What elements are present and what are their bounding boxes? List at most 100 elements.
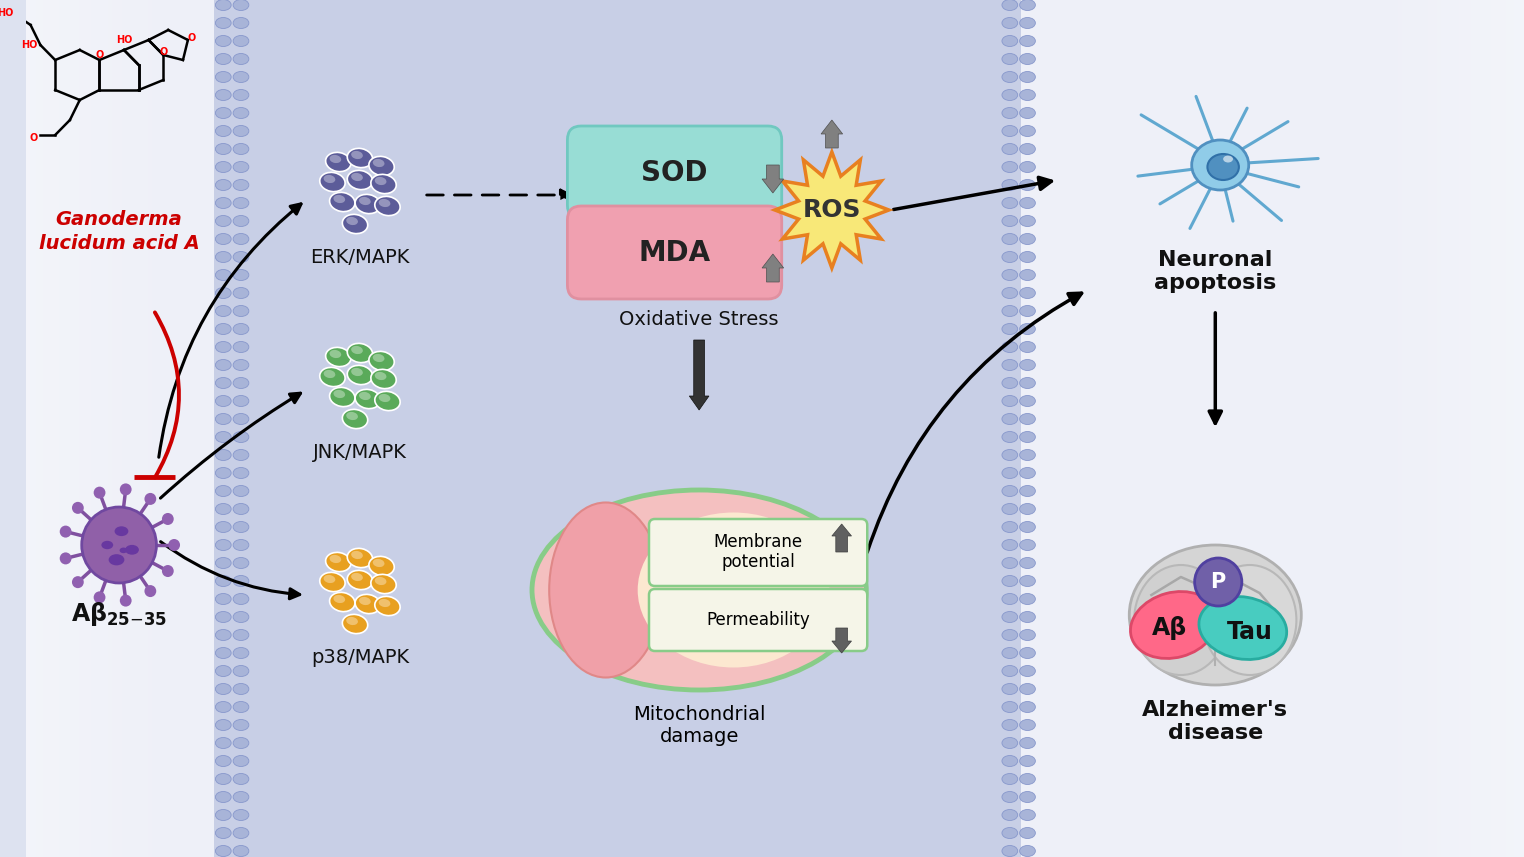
Ellipse shape	[233, 161, 248, 172]
Ellipse shape	[320, 172, 344, 192]
Ellipse shape	[1001, 810, 1018, 820]
Ellipse shape	[1020, 648, 1035, 658]
Ellipse shape	[215, 161, 232, 172]
Ellipse shape	[1020, 630, 1035, 640]
Ellipse shape	[233, 251, 248, 262]
Ellipse shape	[233, 540, 248, 550]
Ellipse shape	[233, 486, 248, 496]
Circle shape	[72, 502, 84, 514]
Bar	[154, 0, 155, 857]
Ellipse shape	[370, 574, 396, 594]
Bar	[1484, 0, 1486, 857]
Bar	[1376, 0, 1379, 857]
Ellipse shape	[233, 522, 248, 532]
Ellipse shape	[375, 596, 401, 615]
Circle shape	[162, 513, 174, 525]
Ellipse shape	[334, 595, 344, 603]
Ellipse shape	[1020, 215, 1035, 226]
Ellipse shape	[637, 512, 829, 668]
Ellipse shape	[1001, 522, 1018, 532]
Bar	[215, 0, 1021, 857]
Ellipse shape	[347, 344, 373, 363]
Ellipse shape	[233, 269, 248, 280]
Ellipse shape	[215, 648, 232, 658]
Bar	[99, 0, 101, 857]
Ellipse shape	[1020, 107, 1035, 118]
Ellipse shape	[233, 143, 248, 154]
Text: SOD: SOD	[642, 159, 707, 187]
Ellipse shape	[1020, 594, 1035, 604]
Bar	[62, 0, 66, 857]
Bar	[142, 0, 143, 857]
Bar	[66, 0, 67, 857]
Bar	[1515, 0, 1516, 857]
Ellipse shape	[215, 702, 232, 712]
Text: ROS: ROS	[803, 198, 861, 222]
Ellipse shape	[1001, 377, 1018, 388]
Ellipse shape	[215, 666, 232, 676]
Ellipse shape	[233, 0, 248, 10]
Ellipse shape	[233, 215, 248, 226]
Ellipse shape	[1001, 413, 1018, 424]
Ellipse shape	[1001, 648, 1018, 658]
Bar	[1463, 0, 1465, 857]
Bar	[114, 0, 116, 857]
Ellipse shape	[360, 197, 370, 205]
Bar	[1454, 0, 1455, 857]
Ellipse shape	[326, 347, 351, 367]
Ellipse shape	[370, 174, 396, 194]
Bar	[1404, 0, 1407, 857]
Bar	[55, 0, 56, 857]
Ellipse shape	[1020, 377, 1035, 388]
Circle shape	[145, 585, 157, 597]
Ellipse shape	[323, 575, 335, 583]
Bar	[1384, 0, 1387, 857]
Bar	[120, 0, 122, 857]
Ellipse shape	[233, 702, 248, 712]
Ellipse shape	[119, 548, 128, 553]
Ellipse shape	[215, 612, 232, 622]
Ellipse shape	[1001, 287, 1018, 298]
Ellipse shape	[233, 287, 248, 298]
Circle shape	[82, 507, 157, 583]
Bar	[34, 0, 35, 857]
Ellipse shape	[1001, 630, 1018, 640]
Ellipse shape	[343, 614, 367, 633]
Text: HO: HO	[21, 40, 38, 50]
Ellipse shape	[1020, 395, 1035, 406]
Bar	[128, 0, 130, 857]
Bar	[88, 0, 90, 857]
Ellipse shape	[1020, 684, 1035, 694]
Ellipse shape	[215, 540, 232, 550]
Ellipse shape	[1020, 558, 1035, 568]
Bar	[1401, 0, 1402, 857]
Ellipse shape	[233, 179, 248, 190]
Ellipse shape	[373, 354, 384, 362]
Ellipse shape	[326, 553, 351, 572]
Ellipse shape	[1020, 161, 1035, 172]
Bar	[1442, 0, 1443, 857]
Text: O: O	[96, 50, 104, 60]
Circle shape	[120, 483, 131, 495]
Circle shape	[1195, 558, 1242, 606]
Ellipse shape	[1020, 305, 1035, 316]
Bar	[136, 0, 137, 857]
Ellipse shape	[1020, 71, 1035, 82]
Ellipse shape	[1020, 287, 1035, 298]
Ellipse shape	[233, 71, 248, 82]
Ellipse shape	[215, 53, 232, 64]
Ellipse shape	[215, 576, 232, 586]
Ellipse shape	[1001, 107, 1018, 118]
Ellipse shape	[215, 17, 232, 28]
Ellipse shape	[215, 756, 232, 766]
Ellipse shape	[329, 555, 341, 563]
Ellipse shape	[373, 559, 384, 567]
Ellipse shape	[1001, 738, 1018, 748]
Bar	[1445, 0, 1448, 857]
Ellipse shape	[215, 810, 232, 820]
Circle shape	[93, 487, 105, 499]
Ellipse shape	[233, 413, 248, 424]
Bar	[1436, 0, 1437, 857]
Ellipse shape	[375, 196, 401, 216]
Ellipse shape	[1001, 125, 1018, 136]
